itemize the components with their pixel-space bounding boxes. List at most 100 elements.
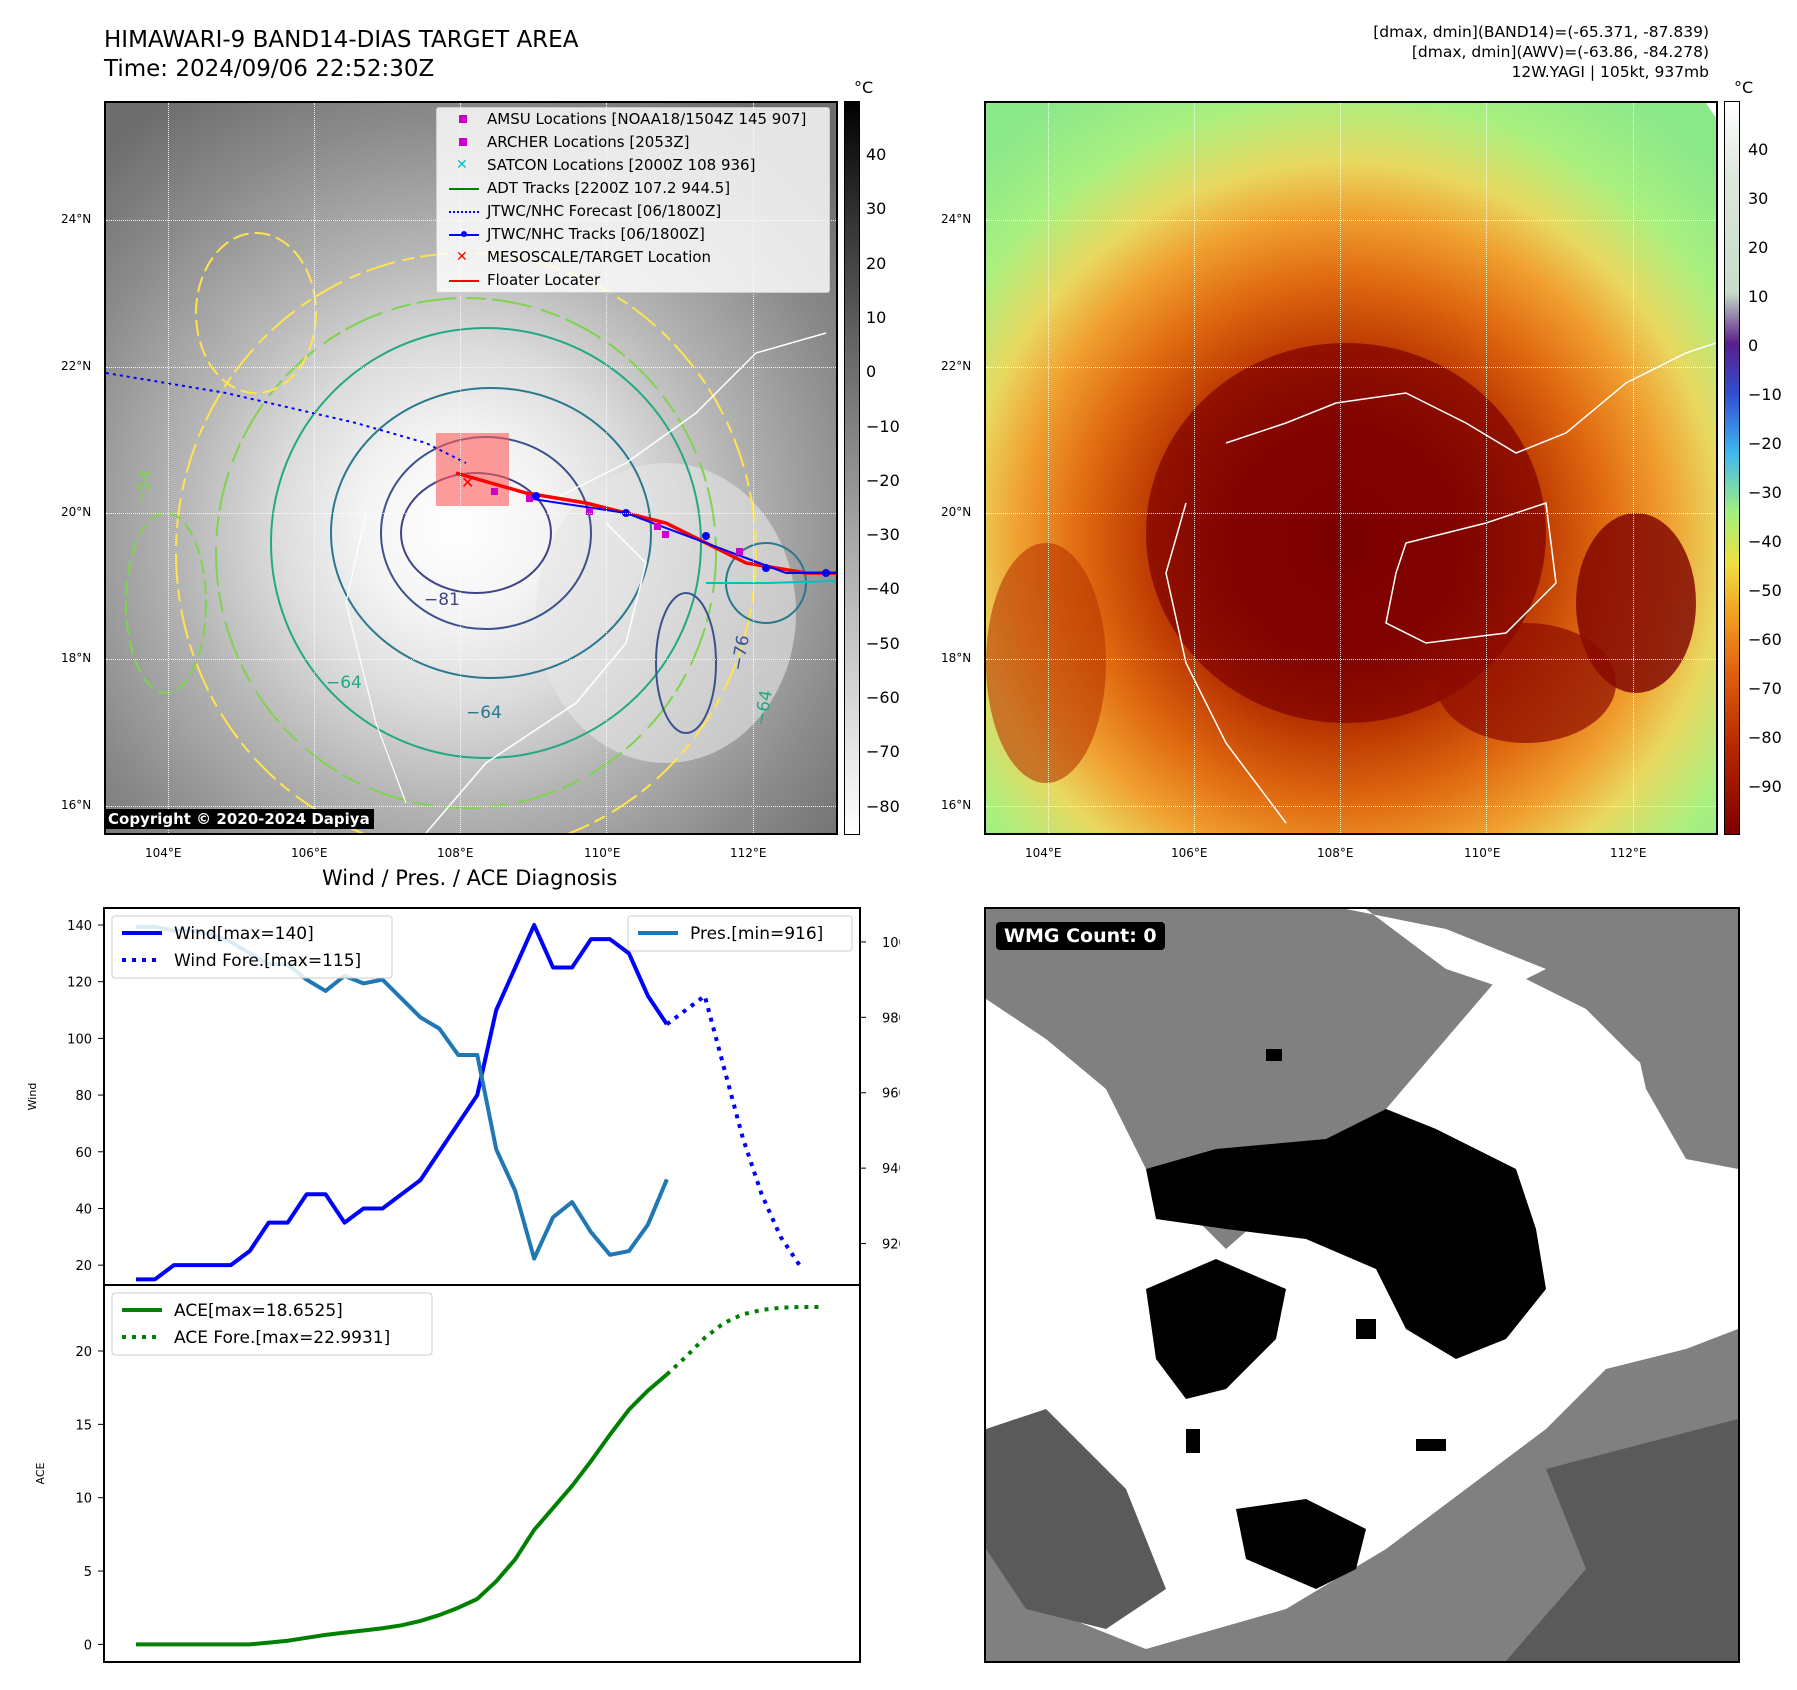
gridline-lat-24 <box>986 220 1716 221</box>
lon-label: 108°E <box>1317 846 1354 860</box>
lon-label: 110°E <box>1464 846 1501 860</box>
legend-item-forecast: JTWC/NHC Forecast [06/1800Z] <box>437 200 829 223</box>
main-title: HIMAWARI-9 BAND14-DIAS TARGET AREA Time:… <box>104 26 578 84</box>
legend-item-archer: ARCHER Locations [2053Z] <box>437 131 829 154</box>
copyright-label: Copyright © 2020-2024 Dapiya <box>104 809 374 829</box>
lat-label: 16°N <box>61 798 92 812</box>
pressure-tick-label: 1000 <box>882 936 900 951</box>
contour-label: −81 <box>424 590 460 610</box>
lon-label: 108°E <box>437 846 474 860</box>
pressure-tick-label: 960 <box>882 1087 900 1102</box>
colorbar-tick-label: 0 <box>1748 336 1759 355</box>
title-line-1: HIMAWARI-9 BAND14-DIAS TARGET AREA <box>104 27 579 53</box>
gridline-lat-20 <box>106 513 836 514</box>
gridline-lon-108 <box>460 103 461 833</box>
colorbar-tick-label: −10 <box>1748 385 1782 404</box>
gridline-lon-112 <box>1633 103 1634 833</box>
title-line-2: Time: 2024/09/06 22:52:30Z <box>104 56 435 82</box>
gridline-lat-16 <box>106 806 836 807</box>
gridline-lat-16 <box>986 806 1716 807</box>
gridline-lon-110 <box>1486 103 1487 833</box>
wind-legend <box>111 915 393 979</box>
wind-tick-label: 80 <box>75 1089 92 1104</box>
lon-label: 104°E <box>145 846 182 860</box>
gridline-lon-106 <box>314 103 315 833</box>
lon-label: 106°E <box>291 846 328 860</box>
colorbar-tick-label: −90 <box>1748 777 1782 796</box>
gridline-lat-18 <box>986 659 1716 660</box>
dot-marker-icon <box>461 231 467 237</box>
legend-item-adt: ADT Tracks [2200Z 107.2 944.5] <box>437 177 829 200</box>
gridline-lon-106 <box>1194 103 1195 833</box>
colorbar-tick-label: 10 <box>1748 287 1769 306</box>
lon-label: 110°E <box>584 846 621 860</box>
band14-range: [dmax, dmin](BAND14)=(-65.371, -87.839) <box>1373 23 1709 41</box>
colorbar-tick-label: −80 <box>866 796 900 816</box>
lat-label: 22°N <box>61 359 92 373</box>
wind-forecast-line <box>665 993 802 1267</box>
gridline-lon-112 <box>753 103 754 833</box>
lon-label: 104°E <box>1025 846 1062 860</box>
colorbar-tick-label: 20 <box>1748 238 1769 257</box>
colorbar-left <box>844 101 860 835</box>
x-marker-icon: ✕ <box>456 249 468 265</box>
wmg-image <box>986 909 1738 1661</box>
legend-label: ACE Fore.[max=22.9931] <box>174 1328 390 1348</box>
x-marker-icon: ✕ <box>456 157 468 173</box>
lat-label: 24°N <box>61 212 92 226</box>
colorbar-tick-label: 30 <box>866 199 887 219</box>
colorbar-tick-label: −80 <box>1748 728 1782 747</box>
pressure-tick-label: 940 <box>882 1162 900 1177</box>
gridline-lat-22 <box>106 367 836 368</box>
ace-tick-label: 10 <box>75 1492 92 1507</box>
lon-label: 112°E <box>730 846 767 860</box>
contour-label: −64 <box>466 703 502 723</box>
lat-label: 22°N <box>941 359 972 373</box>
gridline-lon-104 <box>168 103 169 833</box>
colorbar-tick-label: 40 <box>866 145 887 164</box>
colorbar-tick-label: 40 <box>1748 140 1769 159</box>
gridline-lon-108 <box>1340 103 1341 833</box>
wmg-count-label: WMG Count: 0 <box>996 922 1165 950</box>
lon-label: 106°E <box>1171 846 1208 860</box>
legend-label: Wind[max=140] <box>174 924 314 944</box>
legend-item-target: ✕ MESOSCALE/TARGET Location <box>437 246 829 269</box>
lon-label: 112°E <box>1610 846 1647 860</box>
pressure-tick-label: 980 <box>882 1011 900 1026</box>
gridline-lat-22 <box>986 367 1716 368</box>
header-stats: [dmax, dmin](BAND14)=(-65.371, -87.839) … <box>1373 22 1709 82</box>
wind-tick-label: 40 <box>75 1202 92 1217</box>
lat-label: 18°N <box>941 651 972 665</box>
ace-tick-label: 20 <box>75 1345 92 1360</box>
colorbar-tick-label: 30 <box>1748 189 1769 208</box>
map-legend: AMSU Locations [NOAA18/1504Z 145 907] AR… <box>436 107 830 293</box>
colorbar-tick-label: 0 <box>866 362 877 382</box>
gridline-lat-20 <box>986 513 1716 514</box>
pressure-legend <box>627 915 853 952</box>
colorbar-tick-label: −20 <box>1748 434 1782 453</box>
svg-text:✕: ✕ <box>461 473 474 492</box>
ace-tick-label: 0 <box>84 1638 92 1653</box>
square-marker-icon <box>459 115 467 123</box>
colorbar-tick-label: −60 <box>866 688 900 707</box>
pressure-tick-label: 920 <box>882 1238 900 1253</box>
wind-tick-label: 20 <box>75 1259 92 1274</box>
legend-item-tracks: JTWC/NHC Tracks [06/1800Z] <box>437 223 829 246</box>
ace-axis-label: ACE <box>34 1462 47 1484</box>
ace-line <box>136 1372 669 1647</box>
lat-label: 18°N <box>61 651 92 665</box>
legend-label: Wind Fore.[max=115] <box>174 951 361 971</box>
gridline-lat-18 <box>106 659 836 660</box>
colorbar-tick-label: 10 <box>866 307 887 327</box>
awv-map-image <box>986 103 1716 833</box>
awv-map-panel <box>984 101 1718 835</box>
colorbar-tick-label: −10 <box>866 416 900 436</box>
lat-label: 20°N <box>941 505 972 519</box>
colorbar-unit: °C <box>854 78 874 97</box>
diagnosis-chart: 20 40 60 80 100 120 140 920 940 960 980 1000 0 5 10 15 2… <box>26 907 900 1663</box>
ace-legend <box>111 1292 433 1356</box>
legend-label: ACE[max=18.6525] <box>174 1301 343 1321</box>
wind-tick-label: 100 <box>67 1032 92 1047</box>
wind-tick-label: 60 <box>75 1146 92 1161</box>
legend-label: Pres.[min=916] <box>690 924 823 944</box>
